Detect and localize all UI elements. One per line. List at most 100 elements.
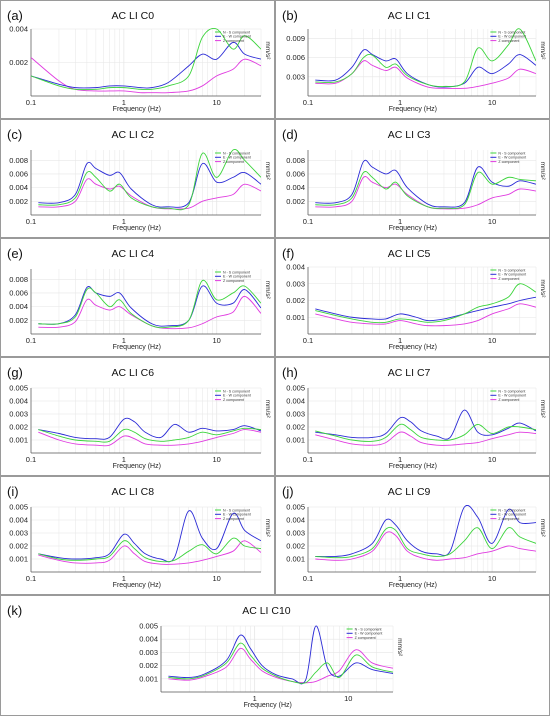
series-line-z — [38, 178, 261, 210]
y-unit-label: mm/s² — [264, 400, 271, 419]
y-tick-label: 0.006 — [9, 169, 28, 178]
legend-entry: E - W component — [223, 35, 251, 39]
series-line-ns — [315, 283, 536, 324]
chart-svg: 0.001 0.002 0.003 0.004 0.005 0.1 1 10 Frequency… — [9, 384, 271, 471]
panel-title: AC LI C0 — [111, 10, 155, 22]
panel-title: AC LI C4 — [111, 248, 155, 260]
legend-entry: Z component — [498, 517, 519, 521]
x-axis-title: Frequency (Hz) — [113, 582, 161, 589]
x-tick-label: 1 — [122, 455, 126, 464]
y-tick-label: 0.003 — [286, 410, 305, 419]
y-tick-label: 0.009 — [286, 34, 305, 43]
y-tick-label: 0.002 — [139, 661, 158, 670]
legend-entry: E - W component — [498, 394, 526, 398]
legend-entry: E - W component — [223, 394, 251, 398]
x-axis-title: Frequency (Hz) — [389, 344, 437, 351]
panel-label: (k) — [7, 603, 23, 618]
series-line-ew — [38, 417, 261, 440]
legend-entry: Z component — [223, 160, 244, 164]
y-tick-label: 0.002 — [286, 197, 305, 206]
series-line-ew — [315, 409, 536, 440]
y-unit-label: mm/s² — [539, 279, 546, 298]
series-line-ew — [315, 159, 536, 208]
legend-entry: Z component — [223, 517, 244, 521]
panel-k: (k) AC LI C10 0.001 0.002 0.003 0.004 0.005 1 10… — [0, 595, 550, 716]
panel-title: AC LI C8 — [111, 486, 155, 498]
panel-e: (e) AC LI C4 0.002 0.004 0.006 0.008 0.1 1 10 Fre… — [0, 238, 275, 357]
y-tick-label: 0.004 — [9, 397, 28, 406]
x-tick-label: 0.1 — [303, 574, 313, 583]
x-tick-label: 10 — [488, 217, 496, 226]
y-tick-label: 0.002 — [9, 423, 28, 432]
panel-g: (g) AC LI C6 0.001 0.002 0.003 0.004 0.005 0.1 1… — [0, 357, 275, 476]
legend-entry: N - S component — [223, 151, 250, 155]
x-tick-label: 1 — [398, 336, 402, 345]
x-tick-label: 0.1 — [26, 336, 36, 345]
panel-title: AC LI C5 — [387, 248, 431, 260]
legend-entry: N - S component — [498, 268, 525, 272]
legend-entry: Z component — [355, 636, 376, 640]
y-tick-label: 0.004 — [139, 635, 158, 644]
x-tick-label: 10 — [488, 455, 496, 464]
legend-entry: N - S component — [498, 389, 525, 393]
series-line-ew — [315, 296, 536, 322]
series-line-z — [168, 647, 393, 684]
panel-h: (h) AC LI C7 0.001 0.002 0.003 0.004 0.005 0.1 1… — [275, 357, 550, 476]
panel-label: (b) — [282, 8, 298, 23]
chart-svg: 0.001 0.002 0.003 0.004 0.005 1 10 Frequency (H… — [139, 622, 403, 710]
panel-label: (g) — [7, 365, 23, 380]
x-tick-label: 0.1 — [26, 574, 36, 583]
x-tick-label: 10 — [213, 336, 221, 345]
panel-title: AC LI C1 — [387, 10, 431, 22]
legend-entry: E - W component — [223, 156, 251, 160]
legend-entry: Z component — [223, 398, 244, 402]
y-tick-label: 0.003 — [139, 648, 158, 657]
x-tick-label: 1 — [122, 217, 126, 226]
x-tick-label: 1 — [122, 98, 126, 107]
legend-entry: E - W component — [498, 513, 526, 517]
x-axis-title: Frequency (Hz) — [389, 582, 437, 589]
series-line-ns — [168, 642, 393, 684]
series-line-ns — [38, 537, 261, 563]
y-tick-label: 0.001 — [9, 436, 28, 445]
x-tick-label: 10 — [213, 455, 221, 464]
panel-title: AC LI C2 — [111, 129, 155, 141]
legend-entry: N - S component — [498, 30, 525, 34]
y-tick-label: 0.005 — [286, 384, 305, 393]
x-tick-label: 0.1 — [26, 217, 36, 226]
series-line-z — [38, 295, 261, 330]
y-tick-label: 0.002 — [9, 58, 28, 67]
chart-svg: 0.001 0.002 0.003 0.004 0.005 0.1 1 10 Frequency… — [286, 384, 546, 471]
y-tick-label: 0.004 — [286, 263, 305, 272]
y-tick-label: 0.004 — [9, 183, 28, 192]
series-line-z — [38, 429, 261, 447]
x-tick-label: 10 — [488, 98, 496, 107]
legend-entry: N - S component — [498, 151, 525, 155]
y-tick-label: 0.004 — [286, 516, 305, 525]
y-tick-label: 0.004 — [286, 397, 305, 406]
chart-svg: 0.001 0.002 0.003 0.004 0.005 0.1 1 10 Frequency… — [286, 503, 546, 590]
x-axis-title: Frequency (Hz) — [113, 106, 161, 113]
series-line-ns — [31, 27, 261, 91]
panel-label: (f) — [282, 246, 295, 261]
chart-svg: 0.002 0.004 0.006 0.008 0.1 1 10 Frequency (Hz)… — [286, 150, 546, 232]
legend-entry: N - S component — [223, 389, 250, 393]
y-tick-label: 0.008 — [9, 275, 28, 284]
y-tick-label: 0.004 — [9, 516, 28, 525]
legend-entry: N - S component — [223, 270, 250, 274]
x-tick-label: 0.1 — [303, 336, 313, 345]
y-tick-label: 0.006 — [286, 53, 305, 62]
series-line-z — [315, 176, 536, 210]
series-line-ew — [168, 625, 393, 685]
panel-title: AC LI C10 — [242, 605, 291, 617]
y-unit-label: mm/s² — [264, 41, 271, 60]
series-line-ns — [38, 427, 261, 443]
x-tick-label: 1 — [122, 574, 126, 583]
legend-entry: E - W component — [498, 35, 526, 39]
y-tick-label: 0.008 — [286, 156, 305, 165]
x-tick-label: 0.1 — [303, 455, 313, 464]
y-tick-label: 0.005 — [9, 503, 28, 512]
y-tick-label: 0.002 — [286, 296, 305, 305]
